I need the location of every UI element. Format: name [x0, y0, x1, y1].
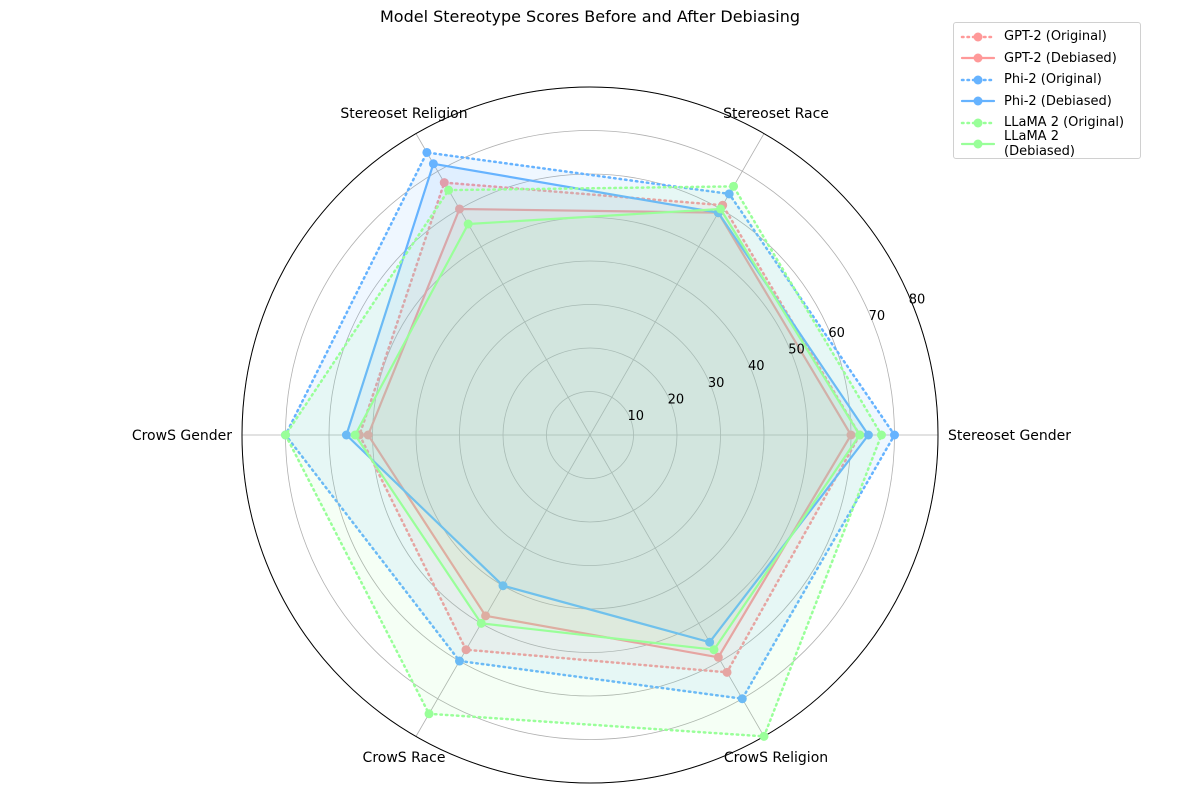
legend-swatch [960, 96, 996, 106]
data-point [759, 731, 769, 741]
data-point [713, 652, 723, 662]
data-point [455, 204, 464, 214]
data-point [846, 430, 856, 440]
category-label: Stereoset Race [723, 106, 829, 122]
legend-item: Phi-2 (Original) [960, 69, 1134, 91]
legend-label: LLaMA 2 (Debiased) [1004, 129, 1076, 160]
legend-swatch [960, 53, 996, 63]
data-point [439, 178, 449, 188]
data-point [876, 430, 886, 440]
legend-label: Phi-2 (Debiased) [1004, 93, 1112, 109]
series-layer [281, 147, 899, 741]
data-point [341, 430, 351, 440]
legend: GPT-2 (Original) GPT-2 (Debiased) Phi-2 (O… [953, 22, 1141, 159]
data-point [461, 645, 471, 655]
data-point [716, 204, 725, 214]
data-point [722, 667, 732, 677]
legend-label: GPT-2 (Debiased) [1004, 50, 1117, 66]
data-point [281, 430, 290, 440]
series-fill [285, 152, 895, 699]
legend-swatch [960, 32, 996, 42]
radial-tick-label: 40 [748, 359, 765, 374]
data-point [428, 159, 438, 169]
data-point [444, 185, 454, 195]
data-point [855, 430, 865, 440]
category-label: CrowS Religion [724, 750, 828, 766]
data-point [724, 189, 734, 199]
series-fill [355, 209, 860, 650]
legend-swatch [960, 75, 996, 85]
data-point [463, 219, 473, 229]
outer-frame [241, 86, 939, 784]
data-point [737, 694, 747, 704]
data-point [709, 645, 719, 655]
data-point [890, 430, 899, 440]
radial-tick-label: 20 [668, 392, 685, 407]
radial-tick-label: 30 [708, 376, 725, 391]
radial-tick-label: 60 [828, 326, 845, 341]
data-point [863, 430, 873, 440]
series-fill [285, 186, 882, 737]
data-point [424, 709, 434, 719]
data-point [455, 656, 464, 666]
chart-title: Model Stereotype Scores Before and After… [380, 7, 800, 26]
series-fill [346, 163, 869, 643]
data-point [476, 618, 486, 628]
legend-label: Phi-2 (Original) [1004, 72, 1102, 88]
category-label: CrowS Gender [132, 428, 232, 444]
data-point [363, 430, 373, 440]
radial-tick-label: 50 [788, 342, 805, 357]
legend-item: LLaMA 2 (Debiased) [960, 129, 1134, 159]
grid-spoke [589, 434, 765, 737]
legend-item: LLaMA 2 (Original) [960, 112, 1134, 134]
radial-tick-label: 70 [869, 309, 886, 324]
radial-tick-label: 10 [627, 409, 644, 424]
legend-swatch [960, 139, 996, 149]
series-fill [368, 209, 851, 658]
radial-tick-label: 80 [909, 293, 926, 308]
data-point [481, 611, 491, 621]
category-label: Stereoset Gender [948, 428, 1071, 444]
data-point [729, 181, 739, 191]
category-label: CrowS Race [363, 750, 446, 766]
legend-label: LLaMA 2 (Original) [1004, 115, 1125, 131]
data-point [422, 147, 432, 157]
legend-item: GPT-2 (Debiased) [960, 48, 1134, 70]
axis-labels: 10 20 30 40 50 60 70 80 Stereoset Gender Stereose… [132, 106, 1071, 766]
category-label: Stereoset Religion [340, 106, 467, 122]
legend-item: GPT-2 (Original) [960, 26, 1134, 48]
data-point [498, 581, 508, 591]
data-point [350, 430, 360, 440]
legend-label: GPT-2 (Original) [1004, 29, 1107, 45]
series-fill [359, 182, 860, 673]
legend-item: Phi-2 (Debiased) [960, 91, 1134, 113]
legend-swatch [960, 118, 996, 128]
data-point [705, 637, 715, 647]
